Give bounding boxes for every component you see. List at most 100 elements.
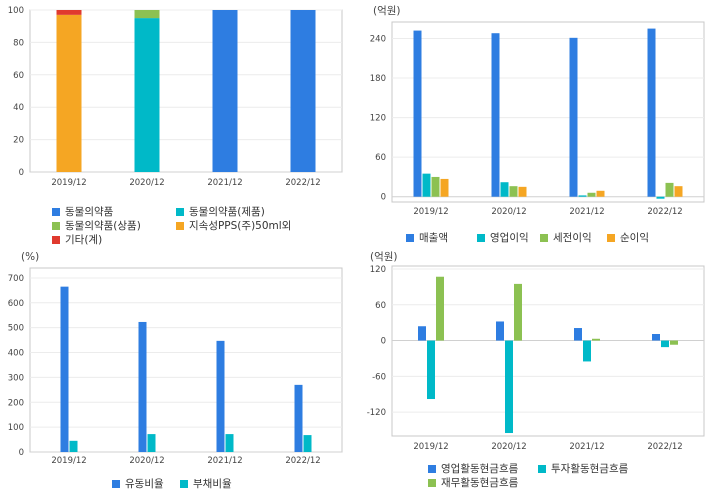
income-chart: (억원) 0 60 120 180 240 2019/12 2020/12 2021/12 202… [360, 0, 720, 250]
legend-item: 동물의약품 [52, 204, 113, 219]
bar [665, 182, 674, 197]
legend-label: 영업이익 [490, 232, 529, 244]
y-tick-label: -120 [367, 408, 386, 418]
legend-item: 재무활동현금흐름 [428, 475, 518, 490]
y-tick-label: 0 [381, 193, 386, 203]
y-tick-label: 500 [8, 324, 24, 334]
x-tick-label: 2020/12 [129, 178, 164, 188]
ratios-plot: (%) 0 100 200 300 400 500 600 700 2019/12 2020/12 2… [8, 251, 343, 466]
income-plot: (억원) 0 60 120 180 240 2019/12 2020/12 2021/12 202… [370, 5, 705, 217]
bar [436, 276, 444, 341]
y-tick-label: 120 [370, 114, 386, 124]
product-mix-legend: 동물의약품 동물의약품(제품) 동물의약품(상품) 지속성PPS(주)50ml외 기타(… [0, 0, 360, 250]
product-mix-plot: 0 20 40 60 80 100 2019/12 2020/12 2021/12 2022/12 [8, 6, 343, 188]
bar [440, 178, 449, 197]
bar [647, 28, 656, 197]
legend-item: 순이익 [607, 230, 649, 245]
bar [518, 186, 527, 197]
legend-swatch [180, 479, 188, 488]
bar [656, 196, 665, 199]
unit-label: (억원) [373, 5, 401, 17]
bar [509, 186, 518, 197]
legend-label: 기타(계) [65, 234, 103, 246]
bar [134, 10, 160, 19]
bar [56, 10, 82, 15]
y-tick-label: 20 [13, 136, 24, 146]
x-tick-label: 2022/12 [285, 178, 320, 188]
legend-item: 부채비율 [180, 476, 232, 491]
bar [422, 173, 431, 197]
bar [652, 334, 660, 341]
y-tick-label: 60 [375, 153, 386, 163]
legend-item: 유동비율 [112, 476, 164, 491]
y-tick-label: 120 [370, 265, 386, 275]
x-tick-label: 2020/12 [129, 456, 164, 466]
bar [427, 340, 435, 400]
y-tick-label: 240 [370, 34, 386, 44]
x-tick-label: 2019/12 [413, 207, 448, 217]
bar [138, 321, 147, 452]
legend-item: 투자활동현금흐름 [538, 461, 628, 476]
bar [661, 340, 669, 348]
x-tick-label: 2021/12 [207, 178, 242, 188]
bar [413, 30, 422, 197]
legend-item: 영업이익 [477, 230, 529, 245]
cashflow-legend: 영업활동현금흐름 투자활동현금흐름 재무활동현금흐름 [360, 248, 720, 496]
cashflow-chart: (억원) -120 -60 0 60 120 2019/12 2020/12 2021/12 20… [360, 248, 720, 496]
unit-label: (억원) [370, 251, 398, 263]
y-tick-label: 400 [8, 349, 24, 359]
legend-item: 기타(계) [52, 232, 102, 247]
bar [505, 340, 513, 434]
legend-label: 투자활동현금흐름 [551, 463, 629, 475]
product-mix-chart: 0 20 40 60 80 100 2019/12 2020/12 2021/12 2022/12… [0, 0, 360, 250]
legend-swatch [540, 233, 548, 242]
legend-label: 유동비율 [125, 478, 164, 490]
legend-label: 부채비율 [193, 478, 232, 490]
legend-swatch [428, 464, 436, 473]
legend-swatch [52, 235, 60, 244]
legend-swatch [52, 207, 60, 216]
y-tick-label: 600 [8, 299, 24, 309]
bar [134, 18, 160, 172]
bar [216, 340, 225, 452]
x-tick-label: 2022/12 [647, 207, 682, 217]
bar [60, 286, 69, 452]
legend-label: 동물의약품 [65, 206, 114, 218]
x-tick-label: 2020/12 [491, 207, 526, 217]
bar [514, 283, 522, 341]
legend-swatch [176, 207, 184, 216]
legend-swatch [176, 221, 184, 230]
x-tick-label: 2020/12 [491, 442, 526, 452]
y-tick-label: 0 [19, 448, 24, 458]
bar [147, 434, 156, 452]
legend-label: 세전이익 [553, 232, 592, 244]
bar [294, 384, 303, 452]
bar [225, 434, 234, 452]
bar [431, 176, 440, 197]
ratios-legend: 유동비율 부채비율 [0, 248, 360, 496]
x-tick-label: 2019/12 [413, 442, 448, 452]
y-tick-label: 60 [13, 71, 24, 81]
legend-label: 매출액 [419, 232, 448, 244]
bar [212, 10, 238, 172]
y-tick-label: 0 [381, 337, 386, 347]
x-tick-label: 2019/12 [51, 178, 86, 188]
y-tick-label: 200 [8, 398, 24, 408]
legend-label: 동물의약품(제품) [189, 206, 265, 218]
legend-item: 동물의약품(제품) [176, 204, 265, 219]
legend-swatch [112, 479, 120, 488]
legend-label: 지속성PPS(주)50ml외 [189, 220, 292, 232]
legend-swatch [477, 233, 485, 242]
legend-swatch [538, 464, 546, 473]
y-tick-label: 100 [8, 6, 24, 16]
bar [592, 338, 600, 341]
y-tick-label: 700 [8, 274, 24, 284]
bar [574, 328, 582, 341]
cashflow-plot: (억원) -120 -60 0 60 120 2019/12 2020/12 2021/12 20… [367, 251, 705, 452]
bar [583, 340, 591, 362]
bar [674, 186, 683, 197]
bar [418, 326, 426, 341]
y-tick-label: 180 [370, 74, 386, 84]
bar [69, 440, 78, 452]
y-tick-label: 300 [8, 373, 24, 383]
